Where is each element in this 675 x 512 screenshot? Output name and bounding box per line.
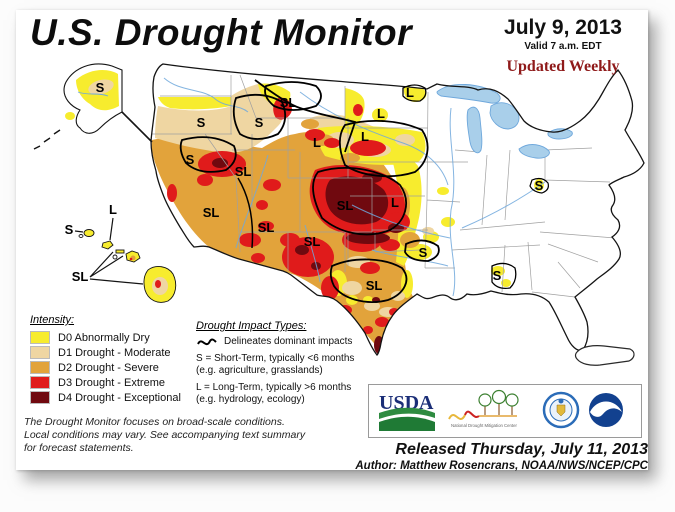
drought-layer-d4 [212,158,404,354]
agency-logos-box: USDA National Drought Mitigation Center [368,384,642,438]
impact-boundaries [179,79,549,303]
delineates-note: Delineates dominant impacts [224,336,353,347]
d4-swatch [30,391,50,404]
map-impact-label: L [109,202,117,217]
d3-swatch [30,376,50,389]
impact-types-title: Drought Impact Types: [196,320,307,332]
squiggle-icon [197,338,217,346]
map-impact-label: SL [72,269,89,284]
short-term-example: (e.g. agriculture, grasslands) [196,365,323,376]
long-term-example: (e.g. hydrology, ecology) [196,394,305,405]
legend-item-d0: D0 Abnormally Dry [30,330,181,345]
legend-title: Intensity: [30,314,75,326]
disclaimer-text: The Drought Monitor focuses on broad-sca… [24,416,305,455]
noaa-logo [589,393,623,427]
d4-label: D4 Drought - Exceptional [58,391,181,404]
map-impact-label: L [406,85,414,100]
commerce-seal-logo [542,391,580,429]
map-impact-label: S [493,268,502,283]
page-title: U.S. Drought Monitor [30,12,412,53]
date-block: July 9, 2013 Valid 7 a.m. EDT Updated We… [486,16,640,76]
d2-swatch [30,361,50,374]
map-impact-label: S [186,152,195,167]
hawaii-inset [74,217,177,303]
d3-label: D3 Drought - Extreme [58,376,165,389]
map-impact-label: S [255,115,264,130]
ndmc-logo: National Drought Mitigation Center [448,389,519,428]
d1-swatch [30,346,50,359]
legend-item-d4: D4 Drought - Exceptional [30,390,181,405]
svg-text:National Drought Mitigation Ce: National Drought Mitigation Center [451,423,517,428]
map-impact-label: S [197,115,206,130]
impact-types-block: Drought Impact Types: Delineates dominan… [196,320,381,406]
disclaimer-line3: for forecast statements. [24,442,134,454]
map-impact-label: L [377,106,385,121]
legend-item-d2: D2 Drought - Severe [30,360,181,375]
map-impact-label: SL [304,234,321,249]
legend-item-d3: D3 Drought - Extreme [30,375,181,390]
conus-map [150,63,645,356]
d0-label: D0 Abnormally Dry [58,331,150,344]
d1-label: D1 Drought - Moderate [58,346,171,359]
map-impact-label: S [96,80,105,95]
map-impact-label: SL [235,164,252,179]
updated-weekly-note: Updated Weekly [506,58,620,75]
d0-swatch [30,331,50,344]
disclaimer-line1: The Drought Monitor focuses on broad-sca… [24,416,285,428]
released-date: Released Thursday, July 11, 2013 [395,441,648,458]
svg-text:USDA: USDA [379,392,434,414]
state-boundaries [152,74,616,298]
d2-label: D2 Drought - Severe [58,361,159,374]
map-date: July 9, 2013 [504,16,622,39]
author-credit: Author: Matthew Rosencrans, NOAA/NWS/NCE… [355,460,648,472]
map-impact-label: L [361,129,369,144]
map-impact-label: SL [203,205,220,220]
rivers [163,77,546,297]
puerto-rico-inset [574,345,635,366]
legend-item-d1: D1 Drought - Moderate [30,345,181,360]
map-impact-label: S [535,178,544,193]
map-impact-label: S [65,222,74,237]
usda-logo: USDA [379,392,435,431]
valid-time: Valid 7 a.m. EDT [524,41,602,52]
release-info: Released Thursday, July 11, 2013 Author:… [330,441,648,472]
impact-labels: S SL S S SL L L L L SL L SL SL SL S SL S… [65,80,544,293]
map-impact-label: SL [280,95,297,110]
hawaii-leader-lines [74,217,144,285]
long-term-def: L = Long-Term, typically >6 months [196,382,352,393]
disclaimer-line2: Local conditions may vary. See accompany… [24,429,306,441]
map-impact-label: L [391,195,399,210]
alaska-inset [33,63,153,150]
map-impact-label: SL [366,278,383,293]
map-impact-label: SL [258,220,275,235]
map-impact-label: SL [337,198,354,213]
short-term-def: S = Short-Term, typically <6 months [196,353,355,364]
map-impact-label: S [419,245,428,260]
intensity-legend: Intensity: D0 Abnormally Dry D1 Drought … [30,314,181,405]
map-impact-label: L [313,135,321,150]
